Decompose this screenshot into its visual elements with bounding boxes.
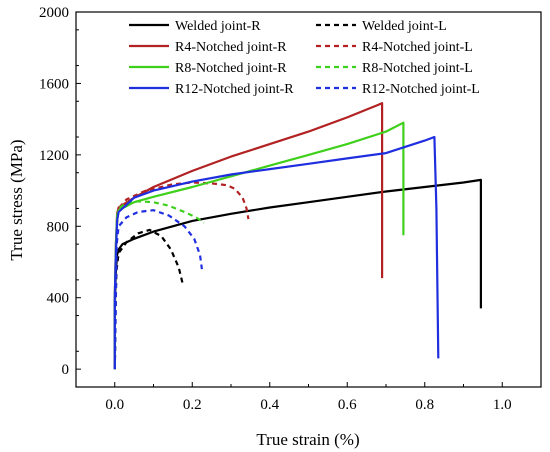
series-line-r12-notched-joint-r bbox=[113, 135, 440, 370]
x-tick-label: 0.0 bbox=[105, 397, 124, 413]
y-tick-label: 400 bbox=[47, 291, 70, 307]
legend-label-welded-joint-l: Welded joint-L bbox=[362, 19, 447, 34]
y-tick-label: 800 bbox=[47, 219, 70, 235]
legend-label-r8-notched-joint-r: R8-Notched joint-R bbox=[175, 61, 287, 76]
y-axis-ticks: 0 400 800 1200 1600 2000 bbox=[39, 5, 81, 388]
legend-label-r12-notched-joint-l: R12-Notched joint-L bbox=[362, 82, 480, 97]
x-tick-label: 0.2 bbox=[183, 397, 202, 413]
x-tick-label: 0.6 bbox=[338, 397, 357, 413]
series-line-r8-notched-joint-l bbox=[113, 200, 205, 370]
legend-label-welded-joint-r: Welded joint-R bbox=[175, 19, 261, 34]
x-tick-label: 1.0 bbox=[493, 397, 512, 413]
x-tick-label: 0.8 bbox=[415, 397, 434, 413]
series-line-r12-notched-joint-l bbox=[113, 209, 203, 370]
x-tick-label: 0.4 bbox=[260, 397, 279, 413]
legend-label-r4-notched-joint-l: R4-Notched joint-L bbox=[362, 40, 473, 55]
series-line-r4-notched-joint-r bbox=[113, 101, 384, 370]
series-line-welded-joint-r bbox=[113, 178, 482, 370]
legend: Welded joint-R Welded joint-L R4-Notched j… bbox=[129, 19, 480, 97]
legend-label-r8-notched-joint-l: R8-Notched joint-L bbox=[362, 61, 473, 76]
legend-label-r4-notched-joint-r: R4-Notched joint-R bbox=[175, 40, 287, 55]
series-lines bbox=[113, 101, 482, 370]
y-tick-label: 2000 bbox=[39, 5, 69, 21]
legend-label-r12-notched-joint-r: R12-Notched joint-R bbox=[175, 82, 294, 97]
series-line-r8-notched-joint-r bbox=[113, 121, 405, 370]
y-tick-label: 1200 bbox=[39, 148, 69, 164]
y-tick-label: 1600 bbox=[39, 76, 69, 92]
y-tick-label: 0 bbox=[62, 362, 70, 378]
series-line-welded-joint-l bbox=[113, 228, 184, 370]
x-axis-ticks: 0.0 0.2 0.4 0.6 0.8 1.0 bbox=[75, 382, 542, 413]
x-axis-title: True strain (%) bbox=[256, 430, 359, 449]
y-axis-title: True stress (MPa) bbox=[7, 139, 26, 260]
